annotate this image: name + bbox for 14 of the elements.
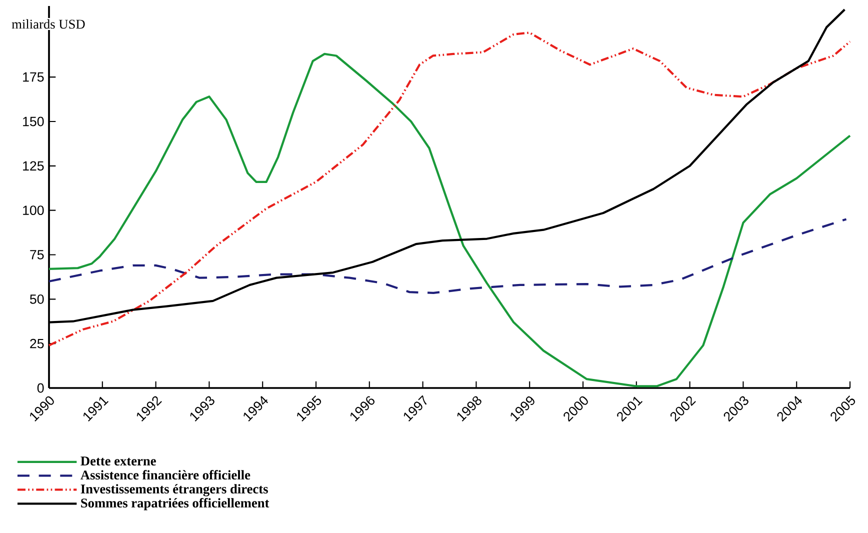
text: miliards USD — [12, 19, 85, 29]
y-tick-label: 150 — [23, 116, 44, 126]
y-tick-label: 50 — [30, 294, 44, 304]
y-tick-label: 125 — [23, 161, 44, 171]
y-tick-label: 0 — [37, 383, 44, 393]
y-tick-label: 175 — [23, 72, 44, 82]
legend-label: Dette externe — [80, 456, 156, 466]
y-tick-label: 100 — [23, 206, 44, 216]
y-tick-label: 75 — [30, 250, 44, 260]
line-series — [48, 218, 848, 294]
legend-label: Assistence financière officielle — [80, 470, 250, 480]
legend-label: Sommes rapatriées officiellement — [81, 498, 270, 510]
y-tick-label: 25 — [30, 338, 44, 348]
legend-label: Investissements étrangers directs — [80, 484, 268, 496]
